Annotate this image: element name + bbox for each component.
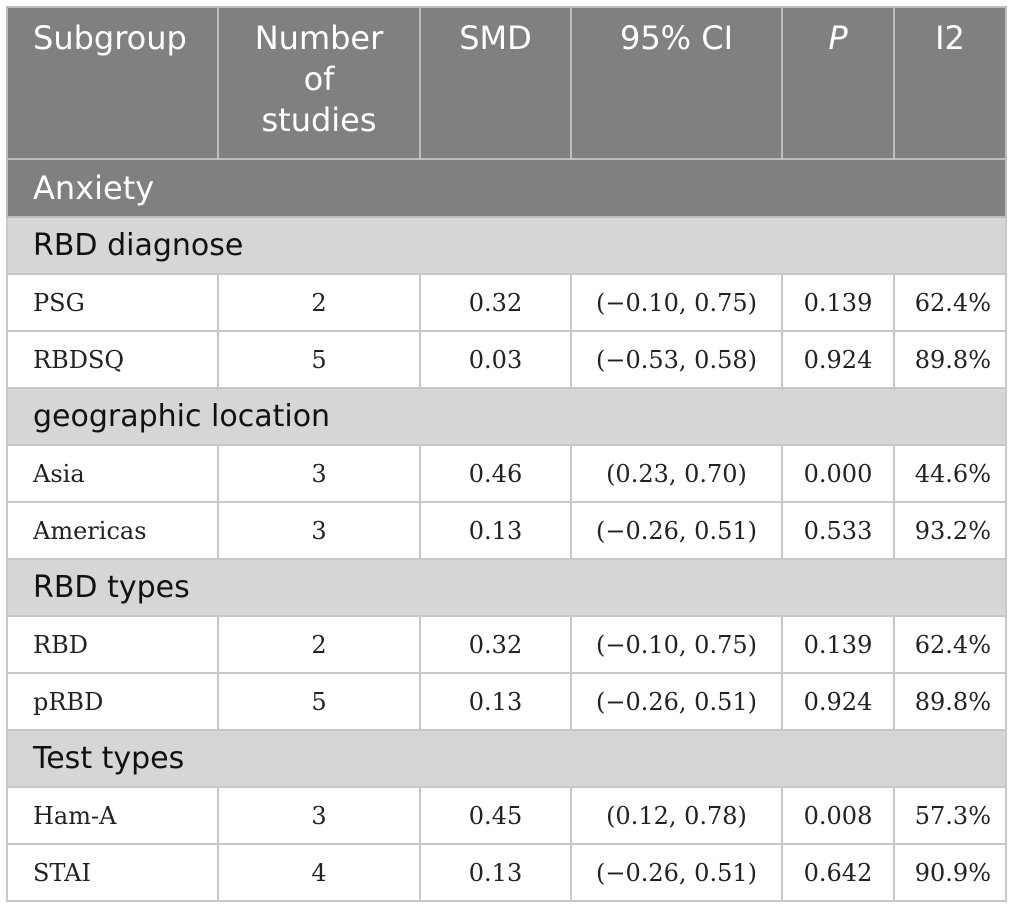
cell-subgroup: pRBD [6, 672, 219, 731]
cell-i2: 62.4% [893, 273, 1007, 332]
cell-subgroup: RBD [6, 615, 219, 674]
group-row: Test types [6, 729, 1007, 788]
header-smd: SMD [419, 6, 572, 160]
cell-number-of-studies: 3 [217, 501, 421, 560]
cell-p: 0.642 [781, 843, 895, 902]
table-row: Ham-A 3 0.45 (0.12, 0.78) 0.008 57.3% [6, 786, 1007, 845]
header-studies-line1: Number [254, 19, 384, 57]
cell-ci: (0.12, 0.78) [570, 786, 783, 845]
cell-number-of-studies: 2 [217, 615, 421, 674]
cell-smd: 0.45 [419, 786, 572, 845]
group-title: RBD diagnose [6, 216, 1007, 275]
cell-ci: (−0.26, 0.51) [570, 672, 783, 731]
subgroup-analysis-table: Subgroup Number of studies SMD 95% CI P … [6, 6, 1007, 902]
section-row: Anxiety [6, 158, 1007, 218]
table-row: Asia 3 0.46 (0.23, 0.70) 0.000 44.6% [6, 444, 1007, 503]
cell-smd: 0.03 [419, 330, 572, 389]
table-body: Anxiety RBD diagnose PSG 2 0.32 (−0.10, 0.75… [6, 158, 1007, 902]
table-row: pRBD 5 0.13 (−0.26, 0.51) 0.924 89.8% [6, 672, 1007, 731]
cell-number-of-studies: 3 [217, 444, 421, 503]
cell-subgroup: Ham-A [6, 786, 219, 845]
cell-p: 0.000 [781, 444, 895, 503]
cell-smd: 0.13 [419, 501, 572, 560]
cell-i2: 90.9% [893, 843, 1007, 902]
cell-number-of-studies: 5 [217, 330, 421, 389]
cell-p: 0.533 [781, 501, 895, 560]
table-row: STAI 4 0.13 (−0.26, 0.51) 0.642 90.9% [6, 843, 1007, 902]
cell-i2: 93.2% [893, 501, 1007, 560]
header-row: Subgroup Number of studies SMD 95% CI P … [6, 6, 1007, 160]
table-row: Americas 3 0.13 (−0.26, 0.51) 0.533 93.2% [6, 501, 1007, 560]
group-row: RBD types [6, 558, 1007, 617]
cell-i2: 62.4% [893, 615, 1007, 674]
cell-ci: (−0.53, 0.58) [570, 330, 783, 389]
header-studies-line2: of [303, 60, 335, 98]
cell-subgroup: Asia [6, 444, 219, 503]
section-title: Anxiety [6, 158, 1007, 218]
cell-number-of-studies: 5 [217, 672, 421, 731]
table-row: RBD 2 0.32 (−0.10, 0.75) 0.139 62.4% [6, 615, 1007, 674]
cell-subgroup: STAI [6, 843, 219, 902]
group-title: geographic location [6, 387, 1007, 446]
cell-smd: 0.32 [419, 615, 572, 674]
group-title: RBD types [6, 558, 1007, 617]
cell-i2: 57.3% [893, 786, 1007, 845]
cell-smd: 0.13 [419, 672, 572, 731]
header-subgroup: Subgroup [6, 6, 219, 160]
cell-subgroup: Americas [6, 501, 219, 560]
header-studies-line3: studies [261, 101, 377, 139]
cell-p: 0.139 [781, 615, 895, 674]
cell-p: 0.008 [781, 786, 895, 845]
cell-ci: (0.23, 0.70) [570, 444, 783, 503]
cell-ci: (−0.26, 0.51) [570, 501, 783, 560]
cell-subgroup: RBDSQ [6, 330, 219, 389]
cell-number-of-studies: 3 [217, 786, 421, 845]
cell-i2: 89.8% [893, 672, 1007, 731]
cell-p: 0.924 [781, 672, 895, 731]
cell-p: 0.924 [781, 330, 895, 389]
cell-ci: (−0.10, 0.75) [570, 273, 783, 332]
cell-i2: 89.8% [893, 330, 1007, 389]
header-number-of-studies: Number of studies [217, 6, 421, 160]
cell-subgroup: PSG [6, 273, 219, 332]
cell-p: 0.139 [781, 273, 895, 332]
cell-ci: (−0.26, 0.51) [570, 843, 783, 902]
cell-ci: (−0.10, 0.75) [570, 615, 783, 674]
cell-smd: 0.32 [419, 273, 572, 332]
header-ci: 95% CI [570, 6, 783, 160]
cell-smd: 0.46 [419, 444, 572, 503]
cell-i2: 44.6% [893, 444, 1007, 503]
table-row: RBDSQ 5 0.03 (−0.53, 0.58) 0.924 89.8% [6, 330, 1007, 389]
cell-smd: 0.13 [419, 843, 572, 902]
results-table-container: Subgroup Number of studies SMD 95% CI P … [6, 6, 1007, 902]
group-row: RBD diagnose [6, 216, 1007, 275]
group-title: Test types [6, 729, 1007, 788]
header-i2: I2 [893, 6, 1007, 160]
table-header: Subgroup Number of studies SMD 95% CI P … [6, 6, 1007, 160]
cell-number-of-studies: 4 [217, 843, 421, 902]
cell-number-of-studies: 2 [217, 273, 421, 332]
header-p: P [781, 6, 895, 160]
group-row: geographic location [6, 387, 1007, 446]
table-row: PSG 2 0.32 (−0.10, 0.75) 0.139 62.4% [6, 273, 1007, 332]
